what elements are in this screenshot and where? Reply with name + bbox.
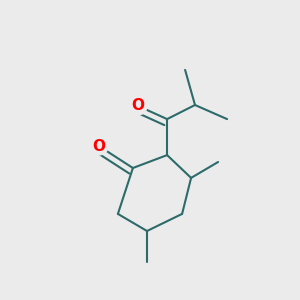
Text: O: O (131, 98, 145, 113)
Text: O: O (92, 139, 106, 154)
